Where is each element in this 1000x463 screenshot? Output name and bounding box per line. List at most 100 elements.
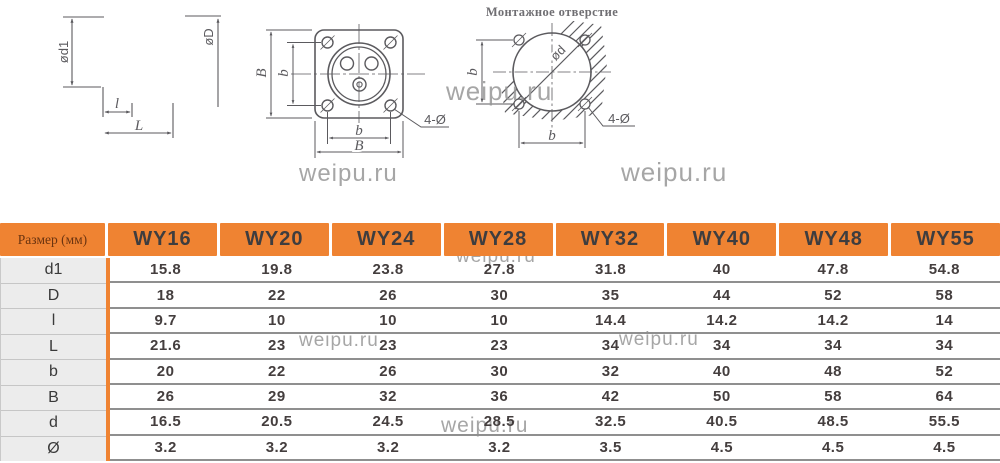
- table-cell: 22: [268, 286, 286, 304]
- table-cell: 3.2: [488, 438, 511, 456]
- table-cell: 32: [379, 388, 397, 406]
- table-cell: 42: [601, 388, 620, 406]
- dim-label-b-left: b: [276, 69, 292, 77]
- table-cell: 3.2: [265, 438, 289, 456]
- table-cell: 52: [935, 362, 954, 380]
- table-row: 20 22 26 30 32 40 48 52: [110, 360, 1000, 385]
- table-row: 9.7 10 10 10 14.4 14.2 14.2 14: [110, 309, 1000, 335]
- table-cell: 40: [713, 362, 731, 380]
- table-row: 26 29 32 36 42 50 58 64: [110, 385, 1000, 411]
- callout-4-holes: 4-Ø: [424, 112, 446, 127]
- table-cell: 10: [268, 311, 286, 329]
- table-cell: 48.5: [817, 413, 849, 431]
- table-cell: 52: [824, 286, 842, 304]
- table-cell: 26: [156, 388, 175, 406]
- table-cell: 19.8: [261, 261, 293, 279]
- table-cell: 14: [935, 311, 954, 329]
- row-label: l: [1, 308, 106, 334]
- table-corner-label: Размер (мм): [0, 223, 105, 256]
- dim-label-d1: ød1: [56, 41, 71, 63]
- table-cell: 32.5: [595, 413, 627, 431]
- table-cell: 28.5: [483, 413, 515, 431]
- table-cell: 27.8: [483, 261, 515, 279]
- table-cell: 29: [268, 388, 286, 406]
- table-cell: 36: [490, 388, 509, 406]
- table-cell: 22: [268, 362, 286, 380]
- table-cell: 4.5: [710, 438, 734, 456]
- table-cell: 30: [490, 286, 509, 304]
- watermark: weipu.ru: [619, 329, 699, 350]
- watermark: weipu.ru: [441, 414, 529, 437]
- table-cell: 34: [935, 337, 954, 355]
- dim-label-D: øD: [201, 28, 216, 45]
- table-cell: 14.2: [706, 311, 738, 329]
- table-cell: 18: [156, 286, 175, 304]
- watermark: weipu.ru: [299, 330, 379, 351]
- column-header-wy28: WY28: [443, 223, 553, 256]
- watermark: weipu.ru: [299, 160, 398, 187]
- dim-label-hole-b-bottom: b: [548, 128, 556, 144]
- watermark: weipu.ru: [621, 157, 728, 187]
- table-cell: 40.5: [706, 413, 738, 431]
- table-cell: 34: [824, 337, 842, 355]
- table-data-grid: 15.8 19.8 23.8 27.8 31.8 40 47.8 54.8 18 22 26 30 35…: [110, 258, 1000, 461]
- table-header-row: Размер (мм) WY16 WY20 WY24 WY28 WY32 WY4…: [0, 223, 1000, 256]
- dim-label-hole-b-left: b: [465, 68, 481, 76]
- dim-label-l: l: [115, 96, 119, 112]
- table-cell: 14.2: [817, 311, 849, 329]
- table-cell: 64: [935, 388, 954, 406]
- dim-label-B-bottom: B: [354, 138, 363, 154]
- table-cell: 3.5: [599, 438, 622, 456]
- table-cell: 34: [713, 337, 731, 355]
- table-cell: 10: [379, 311, 397, 329]
- table-cell: 31.8: [595, 261, 627, 279]
- dim-label-L: L: [134, 118, 143, 134]
- table-cell: 3.2: [154, 438, 177, 456]
- row-label: Ø: [1, 435, 106, 461]
- table-cell: 20.5: [261, 413, 293, 431]
- table-cell: 54.8: [928, 261, 960, 279]
- table-row: 3.2 3.2 3.2 3.2 3.5 4.5 4.5 4.5: [110, 436, 1000, 461]
- row-label: b: [1, 359, 106, 385]
- table-cell: 16.5: [150, 413, 182, 431]
- table-cell: 3.2: [376, 438, 400, 456]
- technical-drawings: ød1 øD l L: [54, 5, 635, 158]
- dim-label-b-bottom: b: [355, 123, 363, 139]
- column-header-wy16: WY16: [108, 223, 217, 256]
- orange-divider-stripe: [106, 258, 110, 461]
- table-cell: 20: [156, 362, 175, 380]
- table-cell: 10: [490, 311, 509, 329]
- table-cell: 23.8: [372, 261, 404, 279]
- table-cell: 32: [601, 362, 620, 380]
- table-cell: 9.7: [154, 311, 177, 329]
- dim-label-B-left: B: [254, 68, 270, 77]
- mounting-hole-drawing: [476, 19, 635, 148]
- mounting-hole-title: Монтажное отверстие: [486, 5, 618, 19]
- column-header-wy48: WY48: [779, 223, 889, 256]
- row-label: B: [1, 384, 106, 410]
- row-label: d: [1, 410, 106, 436]
- callout-hole-4-holes: 4-Ø: [608, 111, 630, 126]
- front-view-drawing: [266, 24, 449, 158]
- row-label: D: [1, 282, 106, 308]
- table-row: 21.6 23 23 23 34 34 34 34: [110, 334, 1000, 360]
- table-cell: 50: [713, 388, 731, 406]
- table-cell: 23: [379, 337, 397, 355]
- table-cell: 26: [379, 286, 397, 304]
- table-cell: 58: [935, 286, 954, 304]
- column-header-wy20: WY20: [219, 223, 329, 256]
- table-row: 15.8 19.8 23.8 27.8 31.8 40 47.8 54.8: [110, 258, 1000, 284]
- table-cell: 44: [713, 286, 731, 304]
- table-row: 16.5 20.5 24.5 28.5 32.5 40.5 48.5 55.5: [110, 410, 1000, 436]
- table-cell: 26: [379, 362, 397, 380]
- table-cell: 30: [490, 362, 509, 380]
- row-label: L: [1, 333, 106, 359]
- table-cell: 34: [601, 337, 620, 355]
- table-cell: 4.5: [933, 438, 956, 456]
- row-label: d1: [1, 258, 106, 283]
- column-header-wy24: WY24: [331, 223, 441, 256]
- table-cell: 23: [490, 337, 509, 355]
- table-cell: 4.5: [821, 438, 845, 456]
